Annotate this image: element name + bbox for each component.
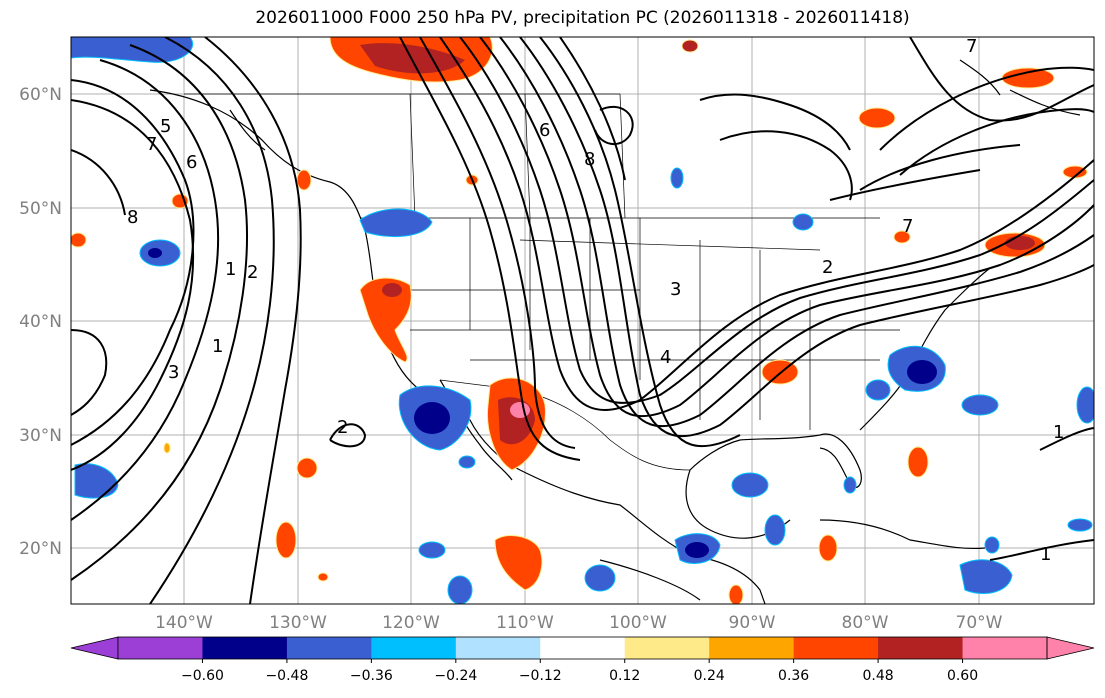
contour-label: 2 — [247, 262, 258, 283]
contour-label: 1 — [1053, 422, 1064, 443]
latitude-label: 20°N — [19, 539, 62, 559]
colorbar-segment — [540, 637, 626, 659]
pv-contour-labels: 1 2 3 5 6 7 8 1 2 3 4 6 8 7 2 7 1 1 — [127, 36, 1064, 565]
colorbar-segment — [962, 637, 1048, 659]
colorbar-segment — [709, 637, 795, 659]
colorbar-tick-label: −0.48 — [265, 668, 308, 684]
latitude-label: 30°N — [19, 426, 62, 446]
longitude-label: 70°W — [956, 613, 1003, 633]
colorbar-segment — [286, 637, 372, 659]
colorbar-tick-label: −0.60 — [181, 668, 224, 684]
contour-label: 8 — [127, 207, 138, 228]
latitude-label: 60°N — [19, 85, 62, 105]
colorbar-segment — [202, 637, 288, 659]
colorbar-segment — [371, 637, 457, 659]
contour-label: 4 — [660, 347, 671, 368]
contour-label: 6 — [539, 120, 550, 141]
longitude-label: 120°W — [382, 613, 440, 633]
longitude-label: 80°W — [842, 613, 889, 633]
colorbar-segment — [118, 637, 203, 659]
pv-contours — [71, 37, 1094, 604]
longitude-label: 100°W — [609, 613, 667, 633]
contour-label: 2 — [337, 417, 348, 438]
contour-label: 8 — [584, 149, 595, 170]
colorbar-tick-label: −0.12 — [519, 668, 562, 684]
contour-label: 7 — [902, 216, 913, 237]
longitude-label: 130°W — [269, 613, 327, 633]
colorbar-tick-label: 0.36 — [778, 668, 809, 684]
colorbar-ticks: −0.60 −0.48 −0.36 −0.24 −0.12 0.12 0.24 0.36 0.4… — [181, 659, 978, 684]
contour-label: 2 — [822, 257, 833, 278]
colorbar-tick-label: −0.36 — [350, 668, 393, 684]
map-frame — [70, 36, 1095, 605]
colorbar-tick-label: −0.24 — [434, 668, 477, 684]
colorbar-segment — [455, 637, 541, 659]
longitude-labels: 140°W 130°W 120°W 110°W 100°W 90°W 80°W … — [155, 613, 1003, 633]
longitude-label: 140°W — [155, 613, 213, 633]
colorbar: −0.60 −0.48 −0.36 −0.24 −0.12 0.12 0.24 0.36 0.4… — [70, 636, 1095, 684]
contour-label: 7 — [146, 134, 157, 155]
colorbar-tick-label: 0.60 — [947, 668, 978, 684]
contour-label: 7 — [966, 36, 977, 57]
latitude-labels: 60°N 50°N 40°N 30°N 20°N — [19, 85, 62, 559]
contour-label: 1 — [212, 336, 223, 357]
colorbar-segments — [70, 636, 1095, 660]
latitude-label: 40°N — [19, 312, 62, 332]
colorbar-extend-max — [1046, 636, 1095, 660]
colorbar-frame — [117, 636, 1048, 660]
longitude-label: 110°W — [496, 613, 554, 633]
contour-label: 3 — [168, 362, 179, 383]
precip-anomaly-fills — [71, 37, 1094, 604]
colorbar-tick-label: 0.48 — [863, 668, 894, 684]
colorbar-segment — [624, 637, 710, 659]
colorbar-tick-label: 0.12 — [609, 668, 640, 684]
latitude-label: 50°N — [19, 199, 62, 219]
longitude-label: 90°W — [729, 613, 776, 633]
colorbar-segment — [878, 637, 964, 659]
contour-label: 3 — [670, 279, 681, 300]
map-title: 2026011000 F000 250 hPa PV, precipitatio… — [255, 8, 910, 28]
colorbar-tick-label: 0.24 — [694, 668, 725, 684]
contour-label: 5 — [160, 116, 171, 137]
contour-label: 1 — [1040, 544, 1051, 565]
colorbar-segment — [793, 637, 879, 659]
contour-label: 6 — [186, 152, 197, 173]
colorbar-extend-min — [70, 636, 119, 660]
contour-label: 1 — [225, 259, 236, 280]
